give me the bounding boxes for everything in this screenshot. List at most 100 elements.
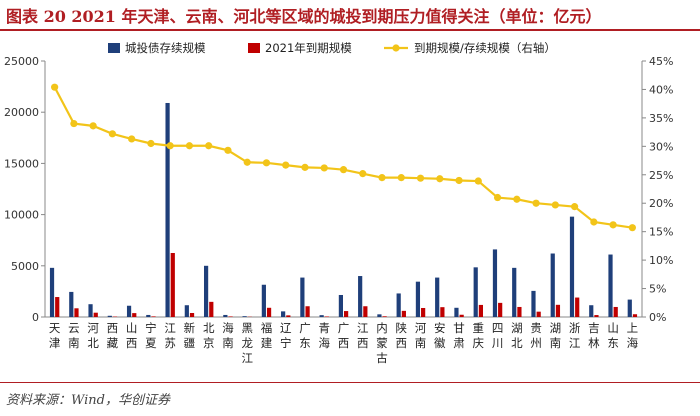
category-label: 山东 <box>607 321 619 350</box>
bar-maturing <box>498 302 503 317</box>
category-label: 辽宁 <box>280 321 292 350</box>
ratio-point <box>205 142 213 150</box>
bar-stock <box>242 316 247 317</box>
right-tick-label: 40% <box>649 83 673 96</box>
right-tick-label: 25% <box>649 169 673 182</box>
bar-stock <box>415 281 421 317</box>
left-tick-label: 5000 <box>11 260 39 273</box>
ratio-point <box>513 195 521 203</box>
category-label: 湖北 <box>511 321 523 350</box>
category-label: 湖南 <box>550 321 562 350</box>
category-label: 北京 <box>203 321 215 350</box>
bar-maturing <box>555 304 561 317</box>
ratio-point <box>474 177 482 185</box>
category-label: 甘肃 <box>453 321 465 350</box>
ratio-point <box>339 166 348 174</box>
chart-area: 0 5000 10000 15000 20000 25000 0% 5% 10% 15% 20% 25… <box>0 38 700 382</box>
bar-maturing <box>93 312 98 317</box>
bar-stock <box>49 267 55 317</box>
bar-stock <box>473 267 478 317</box>
category-label: 新疆 <box>184 321 196 350</box>
right-tick-label: 15% <box>649 226 673 239</box>
bar-maturing <box>266 307 272 317</box>
ratio-point <box>224 146 232 154</box>
bar-maturing <box>575 297 580 317</box>
legend-maturing-swatch <box>248 43 260 53</box>
legend-stock-swatch <box>108 43 120 53</box>
ratio-point <box>185 142 194 150</box>
category-label: 天津 <box>49 321 61 350</box>
category-label: 宁夏 <box>145 321 157 350</box>
bar-maturing <box>344 311 349 317</box>
category-label: 河北 <box>87 321 99 350</box>
bar-stock <box>165 102 170 317</box>
ratio-point <box>166 142 174 150</box>
category-label: 江西 <box>357 321 369 350</box>
bar-maturing <box>209 301 214 317</box>
bar-stock <box>184 305 189 317</box>
ratio-point <box>416 174 425 182</box>
category-label: 青海 <box>318 321 330 350</box>
ratio-point <box>551 201 559 209</box>
bar-stock <box>377 314 382 317</box>
bar-maturing <box>536 311 541 317</box>
bar-maturing <box>324 316 329 317</box>
source-divider <box>0 382 700 383</box>
ratio-point <box>628 224 636 232</box>
category-label: 黑龙江 <box>241 321 253 365</box>
bar-stock <box>550 253 555 317</box>
bar-stock <box>203 265 209 317</box>
bar-stock <box>126 305 132 317</box>
bar-maturing <box>151 316 156 317</box>
category-label: 四川 <box>492 321 504 350</box>
bar-maturing <box>286 315 291 317</box>
category-label: 陕西 <box>396 321 408 350</box>
ratio-point <box>320 164 328 172</box>
bar-stock <box>88 304 93 317</box>
ratio-point <box>609 221 617 229</box>
bar-maturing <box>132 313 137 317</box>
bar-stock <box>569 216 575 317</box>
ratio-point <box>590 218 598 226</box>
bar-stock <box>319 315 324 317</box>
right-tick-label: 10% <box>649 254 673 267</box>
category-label: 广东 <box>299 321 311 350</box>
bar-stock <box>627 299 632 317</box>
right-tick-label: 45% <box>649 55 673 68</box>
category-label: 河南 <box>415 321 427 350</box>
bar-stock <box>300 277 305 317</box>
ratio-point <box>436 175 444 183</box>
category-label: 浙江 <box>569 321 581 350</box>
bar-stock <box>531 290 536 317</box>
ratio-point <box>397 174 405 182</box>
left-tick-label: 25000 <box>4 55 39 68</box>
bar-stock <box>454 307 459 317</box>
bar-maturing <box>478 304 484 317</box>
bar-maturing <box>189 313 195 317</box>
bar-maturing <box>421 307 426 317</box>
bar-stock <box>492 249 498 317</box>
left-tick-label: 10000 <box>4 209 39 222</box>
category-label: 云南 <box>68 321 80 350</box>
left-tick-label: 20000 <box>4 106 39 119</box>
category-label: 内蒙古 <box>376 321 388 365</box>
bar-maturing <box>517 306 522 317</box>
ratio-point <box>51 83 59 91</box>
right-tick-label: 35% <box>649 112 673 125</box>
right-tick-label: 0% <box>649 311 666 324</box>
bar-maturing <box>55 297 60 317</box>
legend-stock-label: 城投债存续规模 <box>125 41 206 55</box>
bar-maturing <box>170 253 175 317</box>
category-label: 重庆 <box>473 321 485 350</box>
bar-stock <box>338 294 343 317</box>
bar-stock <box>358 276 363 317</box>
bar-stock <box>281 311 286 317</box>
ratio-point <box>70 119 78 128</box>
bar-stock <box>608 254 613 317</box>
ratio-point <box>378 174 386 182</box>
figure-title: 图表 20 2021 年天津、云南、河北等区域的城投到期压力值得关注（单位：亿元… <box>6 7 602 26</box>
bar-maturing <box>228 316 233 317</box>
ratio-point <box>532 199 540 207</box>
bar-stock <box>396 293 401 317</box>
ratio-point <box>493 193 502 202</box>
